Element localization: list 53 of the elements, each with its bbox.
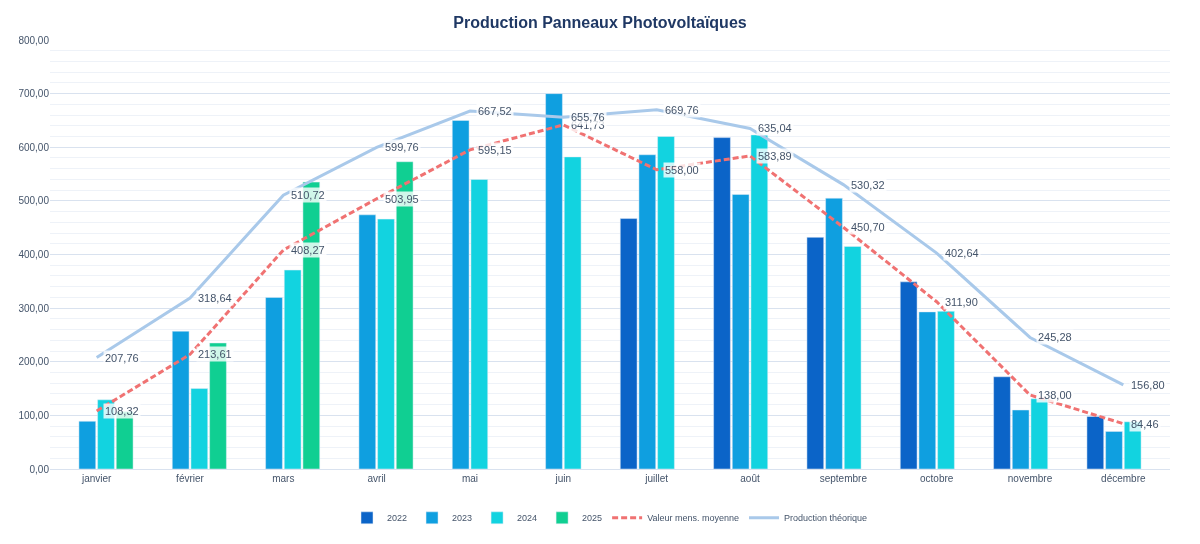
data-label: 402,64 bbox=[945, 247, 979, 259]
y-tick-label: 400,00 bbox=[18, 249, 50, 260]
data-label: 311,90 bbox=[945, 296, 978, 308]
x-tick-label: décembre bbox=[1101, 473, 1146, 484]
x-tick-label: juin bbox=[554, 473, 572, 484]
data-label: 450,70 bbox=[851, 221, 885, 233]
y-tick-label: 800,00 bbox=[18, 34, 50, 46]
data-label: 655,76 bbox=[571, 111, 605, 123]
y-tick-label: 100,00 bbox=[18, 409, 50, 421]
y-tick-label: 200,00 bbox=[18, 356, 50, 368]
data-label: 595,15 bbox=[478, 144, 512, 156]
x-tick-label: mai bbox=[461, 473, 479, 484]
data-label: 138,00 bbox=[1038, 389, 1072, 401]
legend-label: 2024 bbox=[517, 513, 538, 524]
legend-label: 2023 bbox=[452, 513, 473, 524]
legend-label: 2022 bbox=[387, 513, 408, 524]
data-label: 408,27 bbox=[291, 244, 325, 256]
y-tick-label: 0,00 bbox=[29, 463, 50, 475]
y-tick-label: 500,00 bbox=[18, 195, 50, 207]
data-label: 558,00 bbox=[665, 164, 699, 176]
line-series bbox=[95, 123, 1125, 426]
x-tick-label: janvier bbox=[80, 473, 113, 484]
x-tick-label: octobre bbox=[919, 473, 954, 484]
legend-label: Production théorique bbox=[784, 513, 868, 524]
data-label: 503,95 bbox=[385, 193, 419, 205]
line-series bbox=[95, 108, 1125, 387]
data-label: 207,76 bbox=[105, 352, 139, 364]
x-tick-label: mars bbox=[272, 473, 295, 484]
data-label: 213,61 bbox=[198, 348, 232, 360]
data-label: 108,32 bbox=[105, 405, 139, 417]
data-label: 599,76 bbox=[385, 141, 419, 153]
data-label: 510,72 bbox=[291, 189, 325, 201]
y-tick-label: 300,00 bbox=[18, 302, 50, 314]
x-tick-label: août bbox=[740, 473, 760, 484]
data-label: 669,76 bbox=[665, 104, 699, 116]
data-label: 583,89 bbox=[758, 150, 792, 162]
x-tick-label: novembre bbox=[1007, 473, 1053, 484]
x-tick-label: février bbox=[176, 473, 205, 484]
x-tick-label: avril bbox=[367, 473, 386, 484]
legend-label: 2025 bbox=[582, 513, 603, 524]
data-label: 530,32 bbox=[851, 179, 885, 191]
y-tick-label: 600,00 bbox=[18, 141, 50, 153]
data-label: 84,46 bbox=[1131, 418, 1159, 430]
data-label: 635,04 bbox=[758, 122, 792, 134]
data-label: 667,52 bbox=[478, 105, 512, 117]
data-label: 156,80 bbox=[1131, 379, 1165, 391]
data-label: 245,28 bbox=[1038, 331, 1072, 343]
chart-title: Production Panneaux Photovoltaïques bbox=[453, 13, 747, 31]
y-tick-label: 700,00 bbox=[18, 88, 50, 100]
data-label: 318,64 bbox=[198, 292, 232, 304]
legend-label: Valeur mens. moyenne bbox=[647, 513, 740, 524]
x-tick-label: juillet bbox=[644, 473, 669, 484]
x-tick-label: septembre bbox=[819, 473, 868, 484]
